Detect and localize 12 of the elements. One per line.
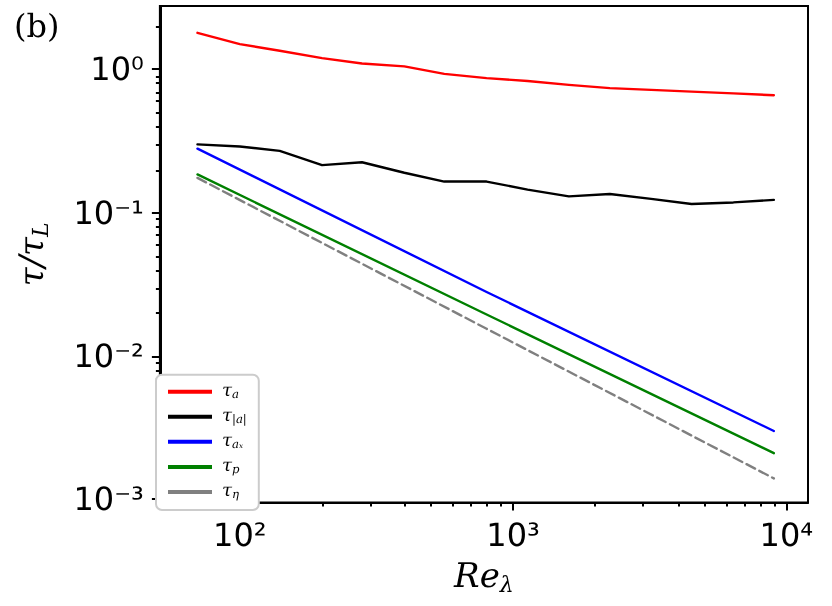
line-series: [196, 31, 776, 97]
y-tick-label: 10⁰: [90, 50, 144, 89]
x-tick-label: 10²: [213, 515, 267, 554]
y-tick-label: 10⁻³: [73, 480, 144, 519]
y-axis-title: τ/τL: [13, 222, 54, 287]
x-axis-title: Reλ: [452, 557, 514, 598]
y-tick-label: 10⁻²: [73, 337, 144, 376]
line-series: [196, 143, 776, 206]
y-tick-label: 10⁻¹: [73, 193, 144, 232]
chart-title: (b): [14, 7, 60, 45]
x-tick-label: 10⁴: [759, 515, 814, 554]
x-tick-label: 10³: [486, 515, 540, 554]
